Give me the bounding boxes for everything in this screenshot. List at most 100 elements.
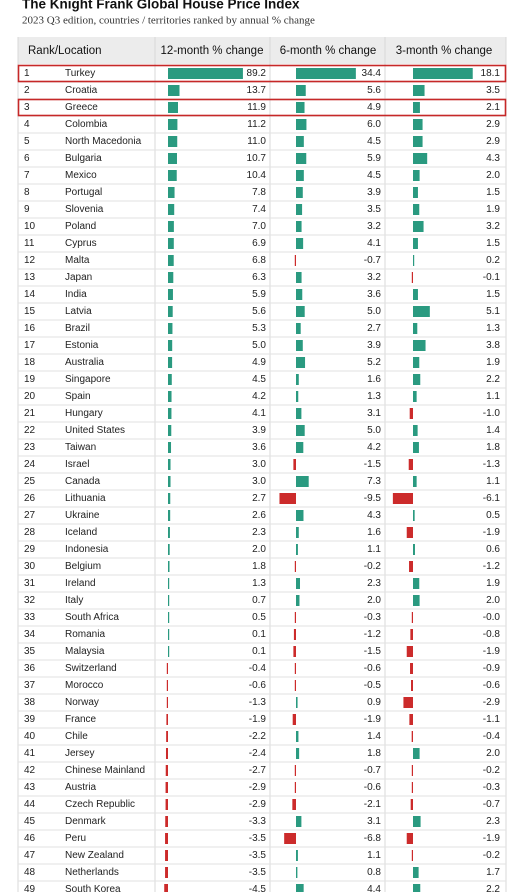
value: 4.2 [367,442,381,453]
rank: 35 [24,646,36,657]
bar [413,119,423,130]
location: South Korea [65,884,121,892]
bar [294,680,296,691]
value: 1.1 [486,476,500,487]
bar [296,323,301,334]
title: The Knight Frank Global House Price Inde… [22,0,300,12]
value: 4.4 [367,884,381,892]
bar [413,323,418,334]
bar [406,527,413,538]
value: 1.8 [252,561,266,572]
value: 2.0 [486,748,500,759]
rank: 5 [24,136,30,147]
value: 2.3 [367,578,381,589]
rank: 8 [24,187,30,198]
value: -0.6 [249,680,267,691]
bar [296,119,307,130]
location: Spain [65,391,91,402]
value: 1.3 [486,323,500,334]
location: Colombia [65,119,108,130]
bar [296,867,298,878]
value: 1.3 [367,391,381,402]
bar [413,425,418,436]
bar [413,170,420,181]
value: 2.0 [367,595,381,606]
bar [168,493,171,504]
location: Iceland [65,527,97,538]
bar [165,833,168,844]
value: -1.2 [364,629,382,640]
bar [411,782,413,793]
location: Jersey [65,748,94,759]
value: 11.2 [247,119,266,130]
value: 6.8 [252,255,266,266]
bar [296,442,304,453]
value: 3.0 [252,459,266,470]
bar [296,391,299,402]
value: 3.2 [367,221,381,232]
value: -0.3 [483,782,501,793]
bar [294,561,296,572]
value: -1.3 [483,459,501,470]
bar [168,612,170,623]
bar [294,663,296,674]
bar [413,68,473,79]
value: -2.4 [249,748,267,759]
value: 4.5 [367,136,381,147]
rank: 49 [24,884,36,892]
value: 3.6 [367,289,381,300]
bar [168,136,178,147]
value: 0.9 [367,697,381,708]
value: 2.6 [252,510,266,521]
bar [413,153,428,164]
bar [293,629,296,640]
bar [168,85,180,96]
location: New Zealand [65,850,124,861]
location: Estonia [65,340,99,351]
value: 2.9 [486,136,500,147]
value: -0.5 [364,680,382,691]
rank: 11 [24,238,35,249]
value: -3.3 [249,816,267,827]
bar [165,867,168,878]
value: 4.9 [252,357,266,368]
column-header: 6-month % change [280,45,377,57]
column-header: 3-month % change [396,45,493,57]
value: 1.1 [486,391,500,402]
value: 2.1 [486,102,500,113]
bar [296,816,302,827]
location: Denmark [65,816,107,827]
rank: 22 [24,425,36,436]
bar [413,221,424,232]
bar [292,714,296,725]
value: 0.5 [252,612,266,623]
bar [296,731,299,742]
value: -0.4 [249,663,267,674]
value: 6.9 [252,238,266,249]
value: 0.6 [486,544,500,555]
bar [293,459,296,470]
value: 3.2 [486,221,500,232]
value: 4.3 [486,153,500,164]
value: -1.9 [249,714,267,725]
bar [296,527,299,538]
value: 5.1 [486,306,500,317]
value: 5.2 [367,357,381,368]
value: 13.7 [247,85,267,96]
rank: 30 [24,561,36,572]
value: -3.5 [249,850,267,861]
value: 2.3 [486,816,500,827]
location: Netherlands [65,867,119,878]
bar [413,442,419,453]
value: -1.1 [483,714,501,725]
bar [413,102,420,113]
bar [296,187,303,198]
rank: 4 [24,119,30,130]
bar [413,238,418,249]
value: -0.6 [483,680,501,691]
value: -6.1 [483,493,501,504]
location: Canada [65,476,100,487]
value: -2.9 [249,782,267,793]
highlight-box [17,64,507,83]
value: 5.6 [252,306,266,317]
